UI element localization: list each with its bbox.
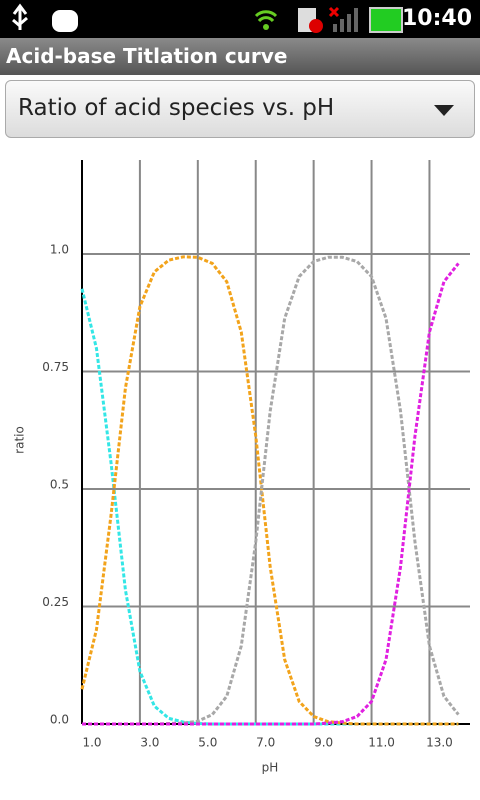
y-tick-label: 0.75: [42, 360, 69, 374]
spinner[interactable]: Ratio of acid species vs. pH: [5, 80, 475, 138]
debug-icon: [52, 10, 78, 32]
spinner-label: Ratio of acid species vs. pH: [18, 95, 335, 121]
x-axis-label: pH: [262, 761, 279, 775]
x-tick-label: 11.0: [368, 736, 395, 750]
status-icons: [12, 3, 278, 32]
y-tick-label: 1.0: [50, 243, 69, 257]
clock: 10:40: [401, 6, 472, 31]
usb-icon: [12, 3, 28, 30]
x-tick-label: 13.0: [426, 736, 453, 750]
series-line: [80, 255, 459, 726]
status-bar: 10:40: [0, 0, 480, 38]
series-line: [80, 288, 459, 726]
x-tick-label: 1.0: [82, 736, 101, 750]
y-tick-label: 0.0: [50, 713, 69, 727]
x-tick-label: 5.0: [198, 736, 217, 750]
x-tick-label: 9.0: [314, 736, 333, 750]
x-tick-label: 3.0: [140, 736, 159, 750]
app-title: Acid-base Titlation curve: [0, 38, 480, 75]
battery-icon: [369, 7, 403, 33]
x-tick-label: 7.0: [256, 736, 275, 750]
series-line: [82, 255, 460, 726]
y-tick-label: 0.5: [50, 478, 69, 492]
y-tick-label: 0.25: [42, 595, 69, 609]
dropdown-arrow: [434, 105, 454, 116]
status-icons-right: [298, 6, 403, 33]
y-axis-label: ratio: [13, 426, 27, 454]
series-line: [82, 262, 460, 726]
wifi-icon: [254, 10, 278, 23]
